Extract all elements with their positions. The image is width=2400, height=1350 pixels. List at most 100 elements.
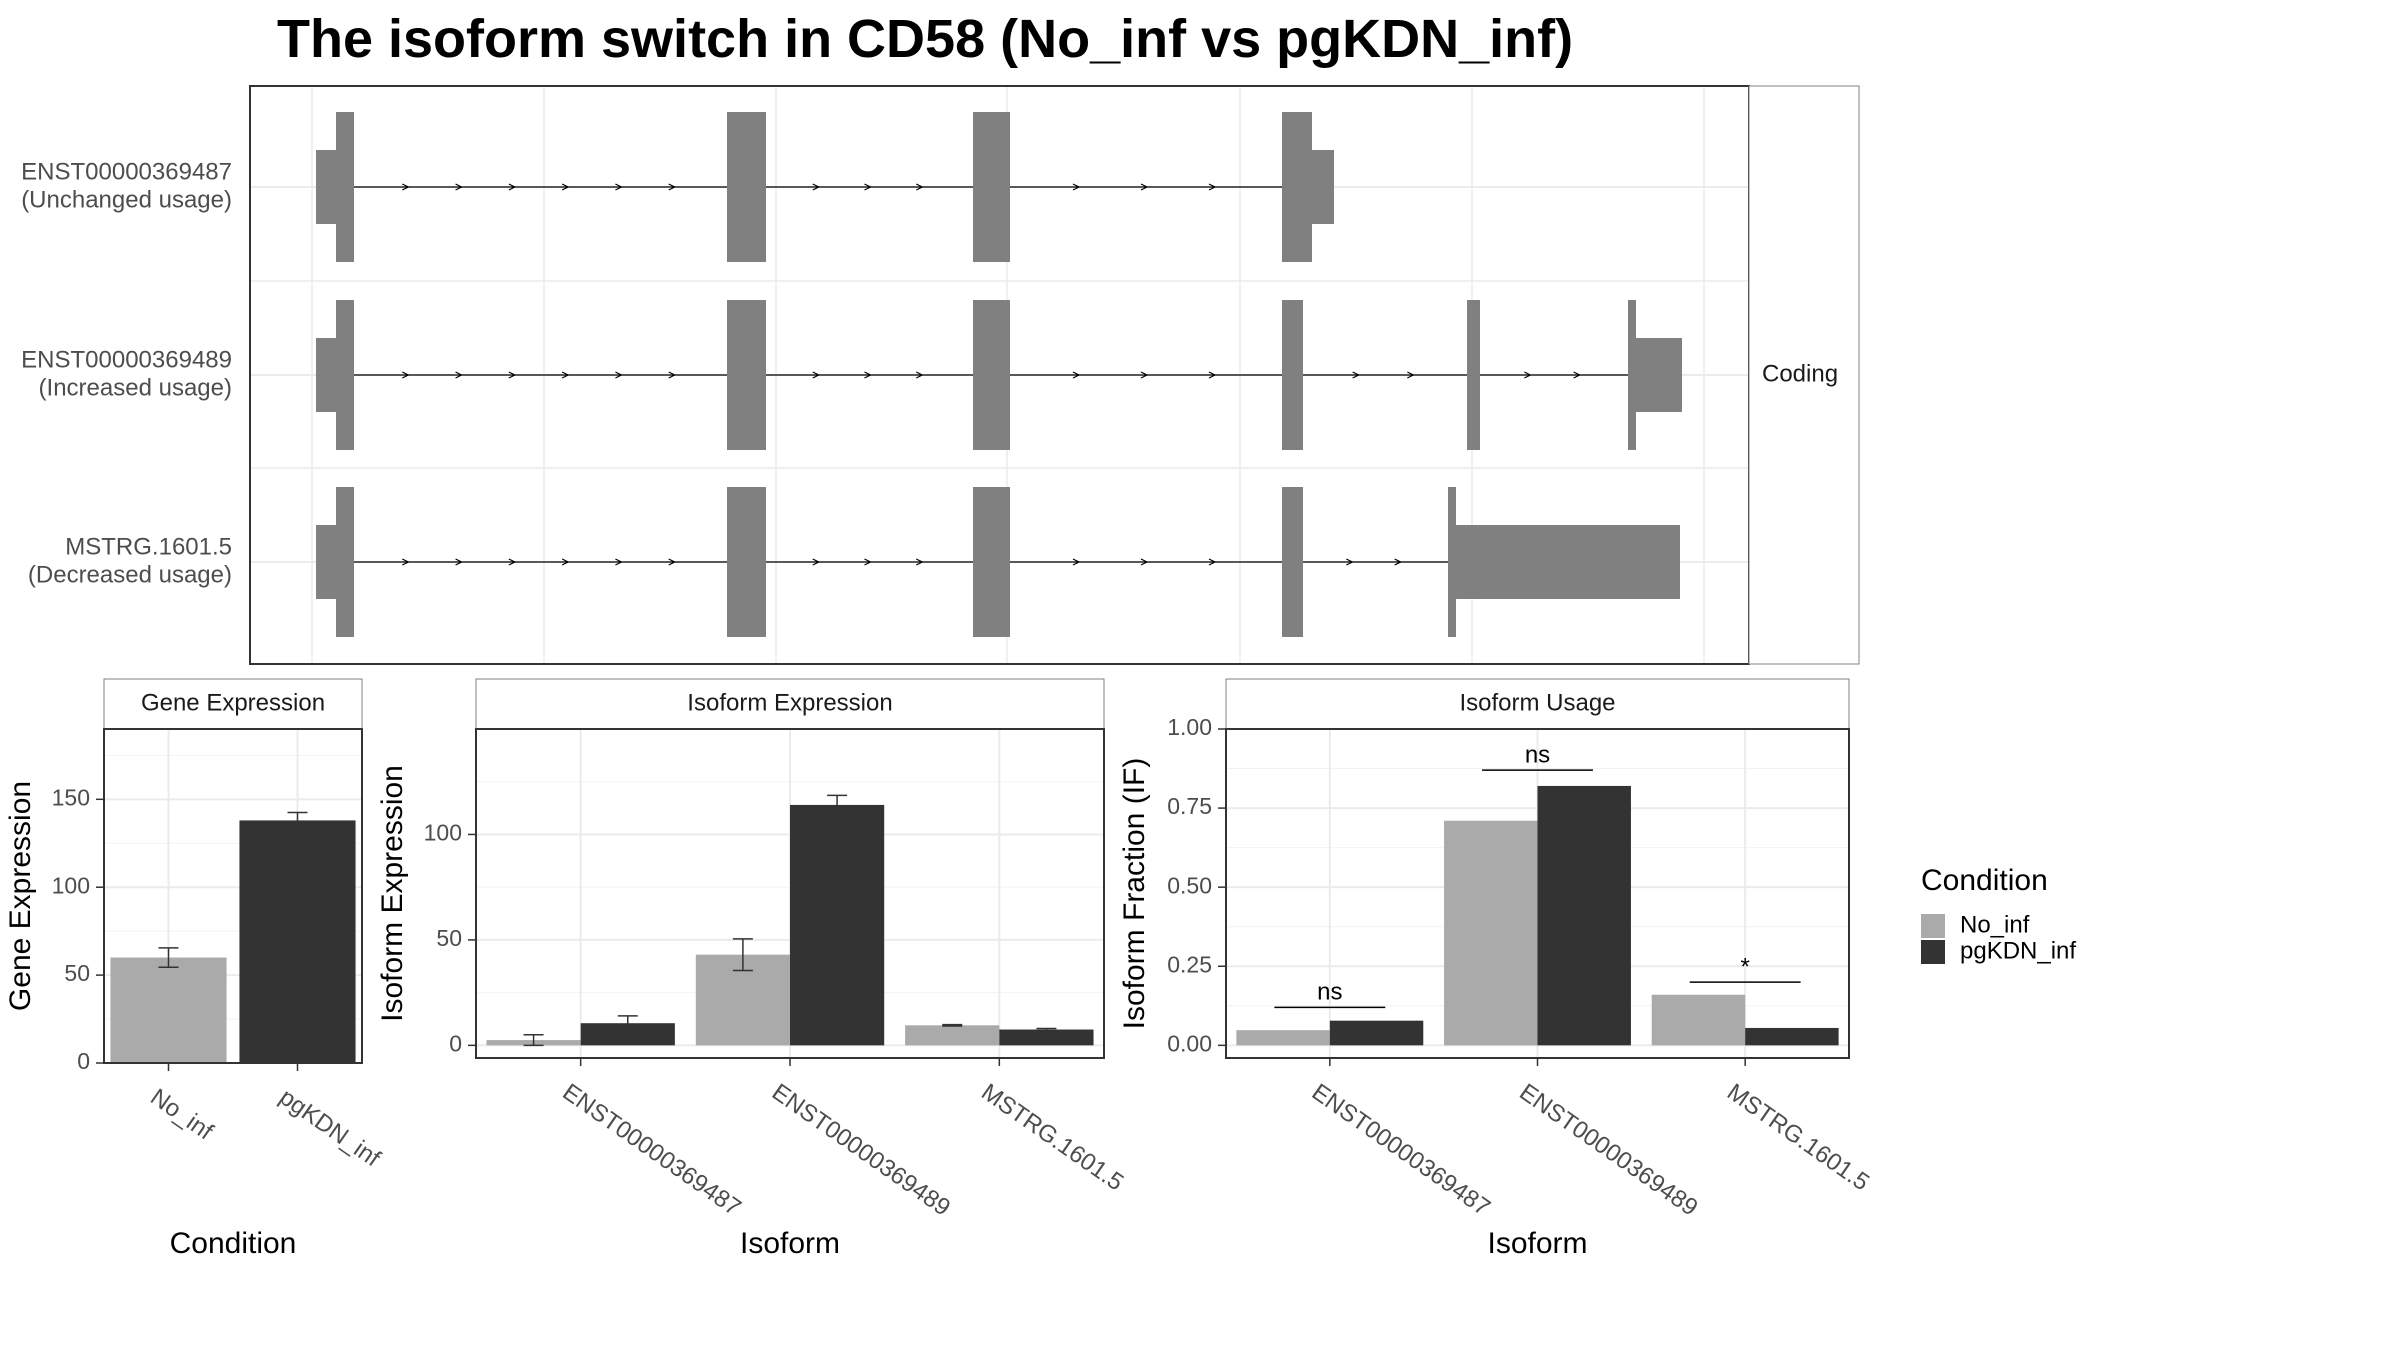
intron-arrow: [1140, 371, 1149, 379]
coding-exon: [1448, 487, 1456, 637]
utr-exon: [316, 338, 336, 412]
significance-label: *: [1740, 953, 1749, 980]
intron-arrow: [615, 558, 623, 566]
intron-arrow: [1346, 558, 1354, 566]
intron-arrow: [668, 558, 677, 566]
intron-arrow: [615, 371, 623, 379]
coding-exon: [336, 487, 354, 637]
coding-exon: [1282, 487, 1303, 637]
bar: [239, 820, 356, 1063]
panel-strip: [103, 678, 363, 730]
intron-arrow: [668, 371, 677, 379]
intron-arrow: [915, 371, 924, 379]
intron-arrow: [1524, 371, 1532, 379]
transcript-usage-label: (Unchanged usage): [21, 186, 232, 213]
coding-exon: [973, 487, 1010, 637]
intron-arrow: [561, 371, 570, 379]
coding-exon: [1467, 300, 1480, 450]
transcript-id-label: ENST00000369487: [21, 158, 232, 185]
facet-strip: [1748, 85, 1860, 665]
x-tick-label: ENST00000369489: [767, 1079, 955, 1222]
facet-strip-label: Coding: [1762, 360, 1838, 387]
x-tick-label: No_inf: [145, 1084, 218, 1146]
legend-label: pgKDN_inf: [1960, 937, 2076, 964]
x-tick-label: ENST00000369487: [558, 1079, 746, 1222]
y-axis-title: Gene Expression: [4, 781, 37, 1011]
error-bar: [1036, 1027, 1057, 1032]
bar: [905, 1025, 1000, 1046]
y-tick-label: 0: [449, 1030, 462, 1056]
panel-strip-title: Gene Expression: [141, 689, 325, 716]
intron-arrow: [508, 558, 517, 566]
intron-arrow: [812, 371, 821, 379]
panel-strip-title: Isoform Usage: [1459, 689, 1615, 716]
intron-arrow: [1072, 371, 1081, 379]
x-tick-label: ENST00000369489: [1514, 1079, 1702, 1222]
intron-arrow: [402, 183, 410, 191]
transcript-id-label: ENST00000369489: [21, 346, 232, 373]
error-bar: [287, 811, 308, 830]
transcript-usage-label: (Decreased usage): [28, 561, 232, 588]
intron-arrow: [1072, 558, 1081, 566]
intron-arrow: [812, 558, 821, 566]
significance-label: ns: [1525, 741, 1550, 768]
intron-arrow: [1140, 558, 1149, 566]
y-tick-label: 150: [52, 784, 90, 810]
intron-arrow: [508, 183, 517, 191]
bar: [1329, 1020, 1424, 1046]
x-tick-label: pgKDN_inf: [274, 1084, 385, 1173]
coding-exon: [973, 112, 1010, 262]
intron-arrow: [812, 183, 821, 191]
intron-arrow: [864, 558, 872, 566]
utr-exon: [316, 150, 336, 224]
panel-strip-title: Isoform Expression: [687, 689, 892, 716]
bar: [580, 1023, 675, 1046]
utr-exon: [1456, 525, 1680, 599]
coding-exon: [1282, 300, 1303, 450]
intron-arrow: [1208, 183, 1217, 191]
intron-arrow: [668, 183, 677, 191]
bar: [999, 1029, 1094, 1046]
figure-title: The isoform switch in CD58 (No_inf vs pg…: [277, 9, 1574, 69]
intron-arrow: [455, 558, 463, 566]
intron-arrow: [1140, 183, 1149, 191]
bar: [1537, 785, 1631, 1046]
intron-arrow: [508, 371, 517, 379]
error-bar: [617, 1015, 638, 1032]
transcript-usage-label: (Increased usage): [39, 374, 232, 401]
coding-exon: [1628, 300, 1636, 450]
utr-exon: [1636, 338, 1682, 412]
y-tick-label: 100: [52, 872, 90, 898]
bar: [1236, 1030, 1330, 1046]
utr-exon: [316, 525, 336, 599]
coding-exon: [1282, 112, 1312, 262]
significance-label: ns: [1317, 979, 1342, 1006]
error-bar: [827, 794, 848, 816]
intron-arrow: [1208, 371, 1217, 379]
bar: [790, 804, 885, 1046]
y-tick-label: 0.00: [1167, 1030, 1212, 1056]
intron-arrow: [455, 183, 463, 191]
y-tick-label: 0: [77, 1048, 90, 1074]
coding-exon: [336, 300, 354, 450]
intron-arrow: [1352, 371, 1361, 379]
utr-exon: [1312, 150, 1334, 224]
intron-arrow: [864, 183, 872, 191]
x-axis-title: Isoform: [1487, 1227, 1587, 1260]
intron-arrow: [915, 183, 924, 191]
legend-swatch: [1921, 914, 1945, 938]
x-tick-label: MSTRG.1601.5: [976, 1079, 1128, 1197]
y-tick-label: 0.25: [1167, 951, 1212, 977]
intron-arrow: [455, 371, 463, 379]
y-tick-label: 0.75: [1167, 793, 1212, 819]
coding-exon: [727, 112, 766, 262]
coding-exon: [973, 300, 1010, 450]
intron-arrow: [402, 371, 410, 379]
y-tick-label: 50: [436, 925, 462, 951]
legend-label: No_inf: [1960, 911, 2030, 938]
y-axis-title: Isoform Expression: [376, 765, 409, 1022]
intron-arrow: [561, 558, 570, 566]
legend-title: Condition: [1921, 864, 2048, 897]
y-tick-label: 1.00: [1167, 714, 1212, 740]
